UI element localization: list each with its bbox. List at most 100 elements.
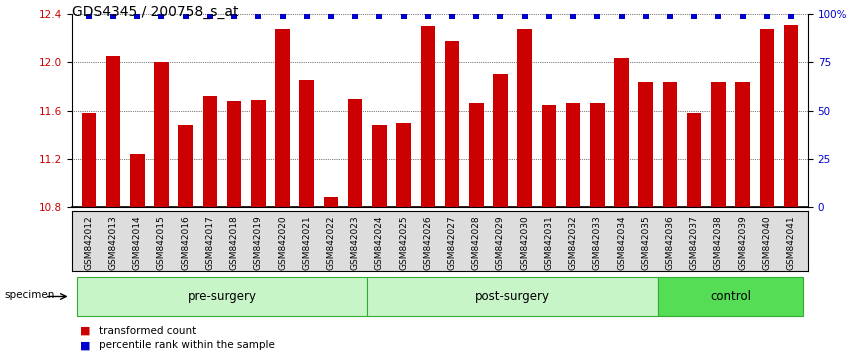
Point [203, 13, 217, 19]
Text: ■: ■ [80, 340, 91, 350]
Text: percentile rank within the sample: percentile rank within the sample [99, 340, 275, 350]
Text: GSM842027: GSM842027 [448, 216, 457, 270]
Text: GSM842014: GSM842014 [133, 216, 142, 270]
Bar [541, 104, 556, 354]
Bar [106, 56, 120, 354]
Text: specimen: specimen [4, 290, 55, 300]
Text: control: control [710, 290, 751, 303]
Bar [590, 103, 605, 354]
Text: GSM842017: GSM842017 [206, 216, 214, 270]
Text: GSM842012: GSM842012 [85, 216, 93, 270]
Text: GSM842016: GSM842016 [181, 216, 190, 270]
Point [591, 13, 604, 19]
Point [130, 13, 144, 19]
Bar [783, 25, 799, 354]
Bar [614, 58, 629, 354]
Text: GSM842036: GSM842036 [666, 216, 674, 270]
Point [615, 13, 629, 19]
Point [228, 13, 241, 19]
Point [542, 13, 556, 19]
Text: GSM842032: GSM842032 [569, 216, 578, 270]
Text: GSM842026: GSM842026 [423, 216, 432, 270]
Point [372, 13, 386, 19]
Text: GSM842013: GSM842013 [108, 216, 118, 270]
Point [494, 13, 508, 19]
Point [107, 13, 120, 19]
Text: GSM842018: GSM842018 [229, 216, 239, 270]
Text: GSM842015: GSM842015 [157, 216, 166, 270]
Text: GSM842031: GSM842031 [544, 216, 553, 270]
Text: pre-surgery: pre-surgery [188, 290, 256, 303]
Bar [687, 113, 701, 354]
Text: GSM842038: GSM842038 [714, 216, 722, 270]
Bar [711, 82, 726, 354]
Point [760, 13, 773, 19]
Point [687, 13, 700, 19]
Text: GSM842022: GSM842022 [327, 216, 336, 270]
Point [711, 13, 725, 19]
Bar [299, 80, 314, 354]
Text: GDS4345 / 200758_s_at: GDS4345 / 200758_s_at [72, 5, 239, 19]
Text: GSM842035: GSM842035 [641, 216, 651, 270]
Bar [179, 125, 193, 354]
Bar [735, 82, 750, 354]
Bar [493, 74, 508, 354]
Text: GSM842029: GSM842029 [496, 216, 505, 270]
FancyBboxPatch shape [367, 276, 658, 316]
Bar [348, 98, 362, 354]
FancyBboxPatch shape [658, 276, 803, 316]
Bar [154, 62, 168, 354]
Bar [662, 82, 677, 354]
Bar [372, 125, 387, 354]
Bar [203, 96, 217, 354]
Point [397, 13, 410, 19]
Bar [251, 100, 266, 354]
Text: ■: ■ [80, 326, 91, 336]
Bar [324, 198, 338, 354]
Text: GSM842033: GSM842033 [593, 216, 602, 270]
Bar [445, 41, 459, 354]
Point [324, 13, 338, 19]
Text: GSM842019: GSM842019 [254, 216, 263, 270]
Text: GSM842030: GSM842030 [520, 216, 529, 270]
Text: GSM842039: GSM842039 [738, 216, 747, 270]
Point [349, 13, 362, 19]
Point [179, 13, 193, 19]
Text: GSM842023: GSM842023 [351, 216, 360, 270]
Bar [420, 26, 435, 354]
Bar [275, 29, 290, 354]
Bar [760, 29, 774, 354]
Point [445, 13, 459, 19]
Text: GSM842020: GSM842020 [278, 216, 287, 270]
Bar [227, 101, 241, 354]
Point [663, 13, 677, 19]
Text: GSM842041: GSM842041 [787, 216, 795, 270]
Bar [396, 123, 411, 354]
Point [251, 13, 265, 19]
Text: GSM842025: GSM842025 [399, 216, 408, 270]
Point [639, 13, 652, 19]
Text: GSM842021: GSM842021 [302, 216, 311, 270]
Bar [469, 103, 484, 354]
Point [82, 13, 96, 19]
Bar [81, 113, 96, 354]
Bar [639, 82, 653, 354]
Point [470, 13, 483, 19]
Point [518, 13, 531, 19]
FancyBboxPatch shape [77, 276, 367, 316]
Text: GSM842040: GSM842040 [762, 216, 772, 270]
Bar [130, 154, 145, 354]
Text: post-surgery: post-surgery [475, 290, 550, 303]
Point [276, 13, 289, 19]
Point [421, 13, 435, 19]
Point [784, 13, 798, 19]
Bar [518, 29, 532, 354]
Text: GSM842024: GSM842024 [375, 216, 384, 270]
Text: GSM842037: GSM842037 [689, 216, 699, 270]
Text: GSM842028: GSM842028 [472, 216, 481, 270]
Point [736, 13, 750, 19]
Bar [566, 103, 580, 354]
Text: GSM842034: GSM842034 [617, 216, 626, 270]
Point [155, 13, 168, 19]
Point [566, 13, 580, 19]
